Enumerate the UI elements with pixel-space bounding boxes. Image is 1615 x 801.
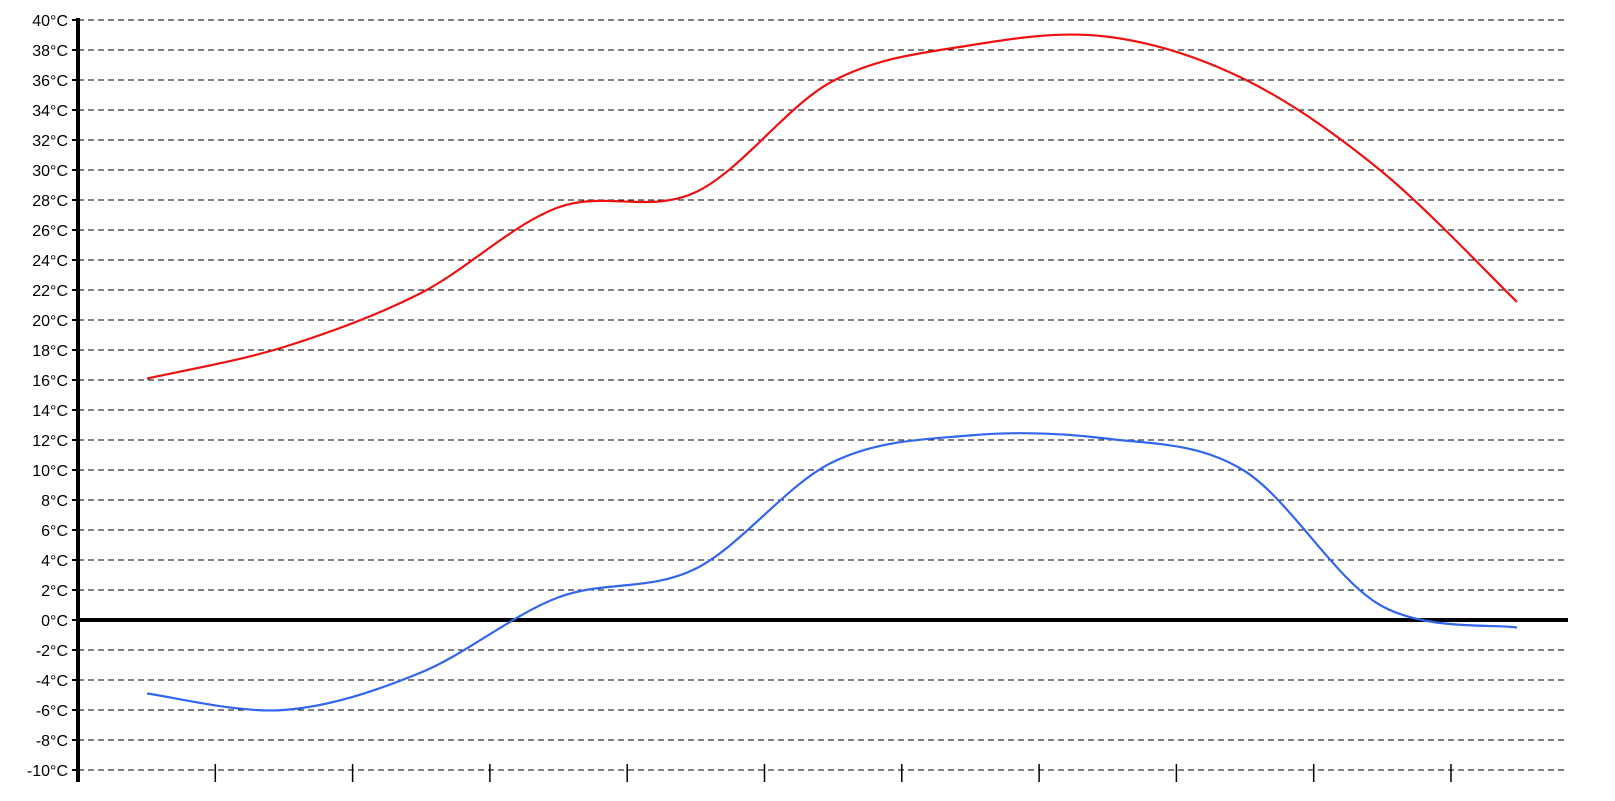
y-tick-label: 40°C xyxy=(32,13,68,30)
y-tick-label: 20°C xyxy=(32,313,68,330)
y-tick-label: 22°C xyxy=(32,283,68,300)
y-tick-label: -4°C xyxy=(36,673,68,690)
series-lines xyxy=(146,33,1518,712)
y-tick-label: 18°C xyxy=(32,343,68,360)
y-tick-label: -10°C xyxy=(27,763,68,780)
y-tick-label: 34°C xyxy=(32,103,68,120)
y-tick-label: 36°C xyxy=(32,73,68,90)
y-tick-label: 6°C xyxy=(41,523,68,540)
y-tick-label: 28°C xyxy=(32,193,68,210)
y-tick-label: 8°C xyxy=(41,493,68,510)
y-tick-label: 0°C xyxy=(41,613,68,630)
y-tick-label: 24°C xyxy=(32,253,68,270)
y-tick-label: 12°C xyxy=(32,433,68,450)
y-tick-label: 14°C xyxy=(32,403,68,420)
y-tick-label: 26°C xyxy=(32,223,68,240)
y-tick-label: 32°C xyxy=(32,133,68,150)
y-tick-label: 4°C xyxy=(41,553,68,570)
y-tick-label: 30°C xyxy=(32,163,68,180)
y-tick-label: 16°C xyxy=(32,373,68,390)
y-tick-label: -6°C xyxy=(36,703,68,720)
y-tick-label: 2°C xyxy=(41,583,68,600)
y-axis-labels: -10°C -8°C -6°C -4°C -2°C 0°C 2°C 4°C 6°C 8°C 10°C… xyxy=(27,13,68,780)
y-tick-label: 10°C xyxy=(32,463,68,480)
series-line-2 xyxy=(146,432,1518,712)
y-tick-label: -8°C xyxy=(36,733,68,750)
grid-lines xyxy=(78,19,1568,771)
x-axis-ticks xyxy=(77,764,1452,782)
y-tick-label: 38°C xyxy=(32,43,68,60)
series-line-1 xyxy=(146,33,1518,380)
y-tick-label: -2°C xyxy=(36,643,68,660)
